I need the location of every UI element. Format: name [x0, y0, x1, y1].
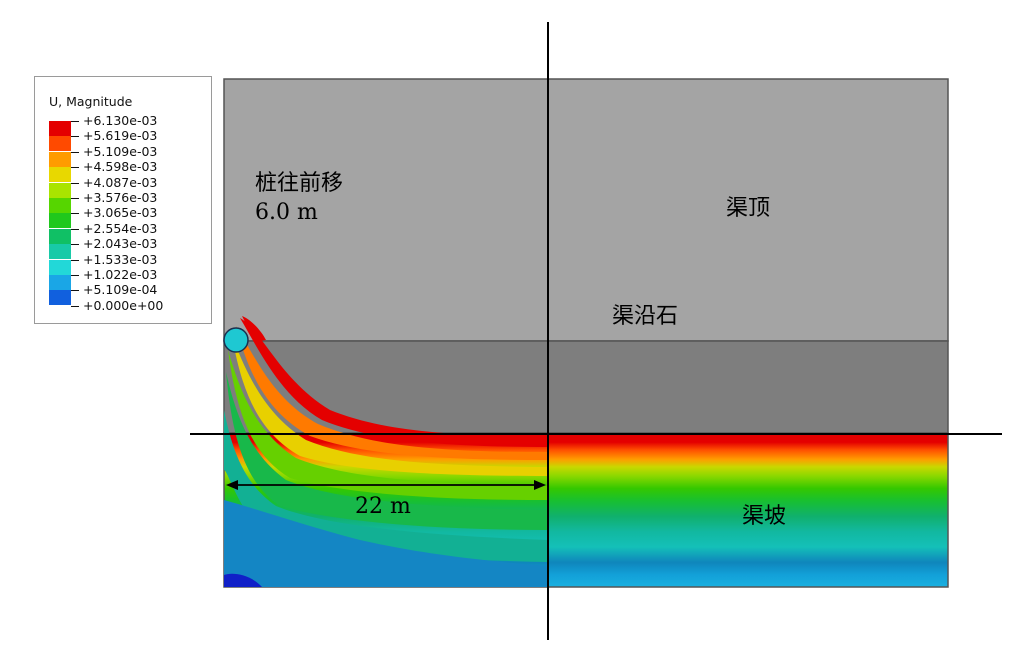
legend-tick: [71, 136, 79, 138]
legend-swatch: [49, 290, 71, 306]
pile-shift-distance-label: 6.0 m: [255, 200, 318, 225]
legend-tick: [71, 275, 79, 276]
legend-tick: [71, 259, 79, 261]
legend-value: +2.043e-03: [83, 236, 158, 252]
legend-tick: [71, 244, 79, 246]
legend-swatch: [49, 275, 71, 290]
legend-tick: [71, 305, 79, 307]
legend-tick: [71, 198, 79, 199]
legend-tick: [71, 182, 79, 184]
canal-slope-label: 渠坡: [742, 504, 787, 529]
legend-value: +5.109e-03: [83, 143, 158, 159]
canal-top-label: 渠顶: [726, 196, 771, 221]
legend-title: U, Magnitude: [49, 94, 133, 109]
contour-bands: [223, 316, 548, 587]
legend-value: +5.109e-04: [83, 282, 158, 298]
distance-dimension-arrow: [226, 480, 546, 490]
legend-value: +0.000e+00: [83, 297, 164, 313]
legend-swatch: [49, 244, 71, 260]
pile: [223, 327, 249, 353]
legend: U, Magnitude +6.130e-03 +5.619e-03 +5.109e…: [34, 76, 212, 324]
legend-swatch: [49, 121, 71, 136]
legend-value: +1.022e-03: [83, 267, 158, 282]
pile-shift-label: 桩往前移: [255, 171, 344, 196]
legend-swatch: [49, 213, 71, 229]
legend-swatch: [49, 228, 71, 244]
legend-swatch: [49, 198, 71, 213]
legend-value: +1.533e-03: [83, 251, 158, 267]
legend-value: +6.130e-03: [83, 113, 158, 128]
legend-value: +4.087e-03: [83, 174, 158, 190]
distance-label: 22 m: [355, 494, 411, 519]
legend-swatch: [49, 167, 71, 183]
legend-tick: [71, 228, 79, 230]
legend-tick: [71, 290, 79, 292]
legend-swatch: [49, 136, 71, 152]
legend-swatch: [49, 259, 71, 275]
legend-value: +5.619e-03: [83, 128, 158, 144]
legend-swatch: [49, 182, 71, 198]
canal-top-region: [223, 78, 949, 342]
legend-tick: [71, 121, 79, 122]
legend-swatch: [49, 151, 71, 167]
legend-value: +4.598e-03: [83, 159, 158, 175]
legend-tick: [71, 213, 79, 215]
legend-tick: [71, 167, 79, 169]
canal-edge-stone-label: 渠沿石: [612, 304, 679, 329]
legend-tick: [71, 151, 79, 153]
legend-value: +2.554e-03: [83, 220, 158, 236]
legend-value: +3.576e-03: [83, 190, 158, 205]
legend-value: +3.065e-03: [83, 205, 158, 221]
